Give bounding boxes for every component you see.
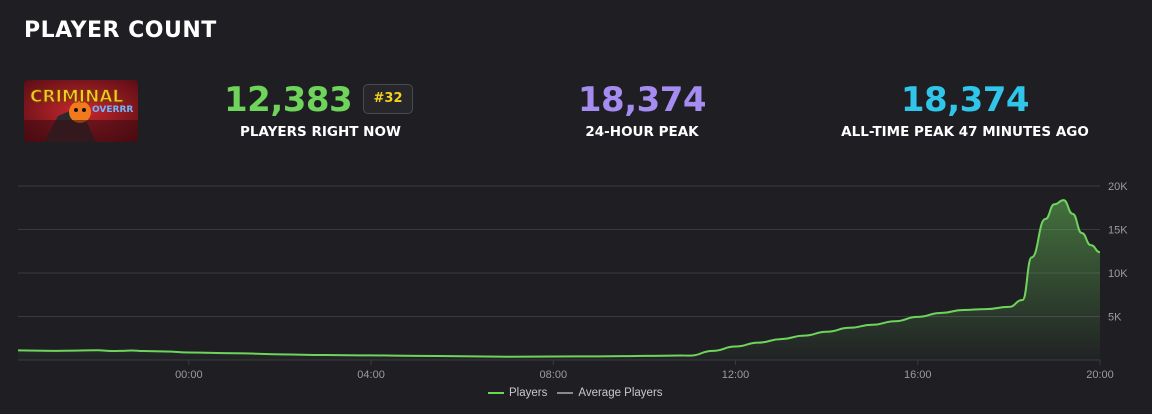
player-count-chart[interactable]: 5K 10K 15K 20K 00:00 04:00 08:00 12:00 16:00 20:0… bbox=[0, 170, 1152, 380]
players-swatch bbox=[488, 392, 504, 394]
current-players-stat: 12,383 PLAYERS RIGHT NOW bbox=[218, 80, 418, 140]
game-thumbnail[interactable]: CRIMINAL OVERRR bbox=[24, 80, 138, 142]
current-players-value: 12,383 bbox=[224, 80, 353, 120]
x-tick-label: 20:00 bbox=[1086, 369, 1114, 380]
x-tick-label: 12:00 bbox=[722, 369, 750, 380]
legend-players-label: Players bbox=[509, 387, 548, 399]
y-tick-label: 5K bbox=[1108, 312, 1122, 324]
all-time-peak-value: 18,374 bbox=[900, 80, 1030, 120]
current-players-label: PLAYERS RIGHT NOW bbox=[240, 124, 401, 140]
y-tick-label: 20K bbox=[1108, 181, 1128, 193]
y-tick-label: 10K bbox=[1108, 268, 1128, 280]
peak-24h-label: 24-HOUR PEAK bbox=[585, 124, 699, 140]
y-tick-label: 15K bbox=[1108, 225, 1128, 237]
x-tick-label: 00:00 bbox=[175, 369, 203, 380]
legend-average-label: Average Players bbox=[578, 387, 663, 399]
x-tick-label: 16:00 bbox=[904, 369, 932, 380]
chart-legend: Players Average Players bbox=[488, 387, 673, 399]
x-tick-label: 04:00 bbox=[357, 369, 385, 380]
game-thumbnail-image: CRIMINAL OVERRR bbox=[24, 80, 138, 142]
thumbnail-title-text: CRIMINAL bbox=[30, 87, 124, 107]
all-time-peak-stat: 18,374 ALL-TIME PEAK 47 MINUTES AGO bbox=[815, 80, 1115, 140]
all-time-peak-label: ALL-TIME PEAK 47 MINUTES AGO bbox=[841, 124, 1089, 140]
legend-average[interactable]: Average Players bbox=[557, 387, 663, 399]
peak-24h-stat: 18,374 24-HOUR PEAK bbox=[542, 80, 742, 140]
peak-24h-value: 18,374 bbox=[577, 80, 707, 120]
thumbnail-subtitle-text: OVERRR bbox=[92, 105, 133, 115]
players-area bbox=[18, 200, 1100, 360]
rank-badge: #32 bbox=[363, 84, 413, 114]
players-line bbox=[17, 199, 1101, 358]
legend-players[interactable]: Players bbox=[488, 387, 547, 399]
average-swatch bbox=[557, 392, 574, 394]
page-title: PLAYER COUNT bbox=[24, 18, 217, 43]
x-tick-label: 08:00 bbox=[540, 369, 568, 380]
